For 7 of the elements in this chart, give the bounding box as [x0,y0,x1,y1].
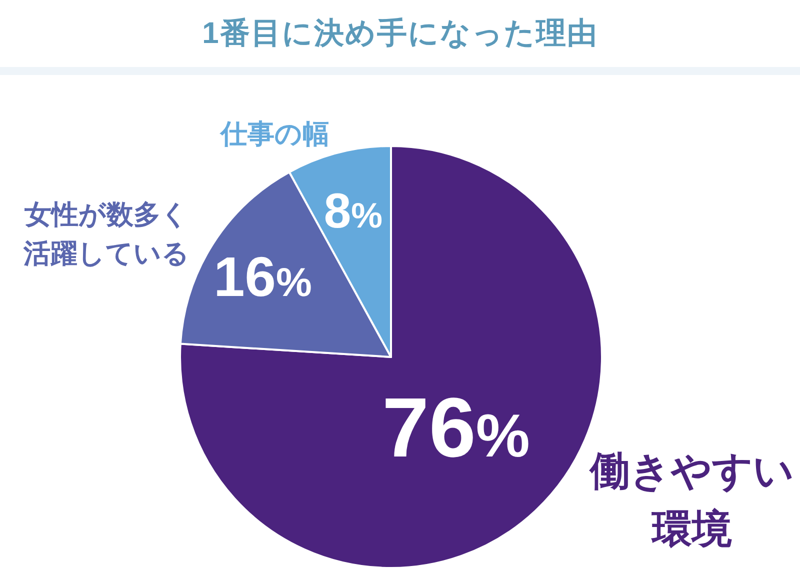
category-label: 女性が数多く活躍している [24,199,190,269]
value-label: 16% [214,244,312,308]
value-label: 8% [324,184,382,238]
category-label: 働きやすい環境 [590,449,794,552]
category-label: 仕事の幅 [220,118,330,149]
chart-title: 1番目に決め手になった理由 [202,17,598,50]
value-label: 76% [382,380,530,475]
